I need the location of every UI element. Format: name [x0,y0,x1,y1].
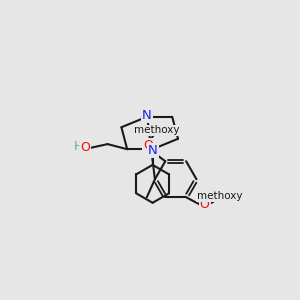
Text: methoxy: methoxy [134,125,179,136]
Text: methoxy: methoxy [197,191,243,201]
Text: N: N [142,110,152,122]
Text: O: O [80,141,90,154]
Text: N: N [148,144,158,157]
Text: H: H [74,140,84,153]
Text: O: O [143,139,153,152]
Text: O: O [200,198,209,211]
